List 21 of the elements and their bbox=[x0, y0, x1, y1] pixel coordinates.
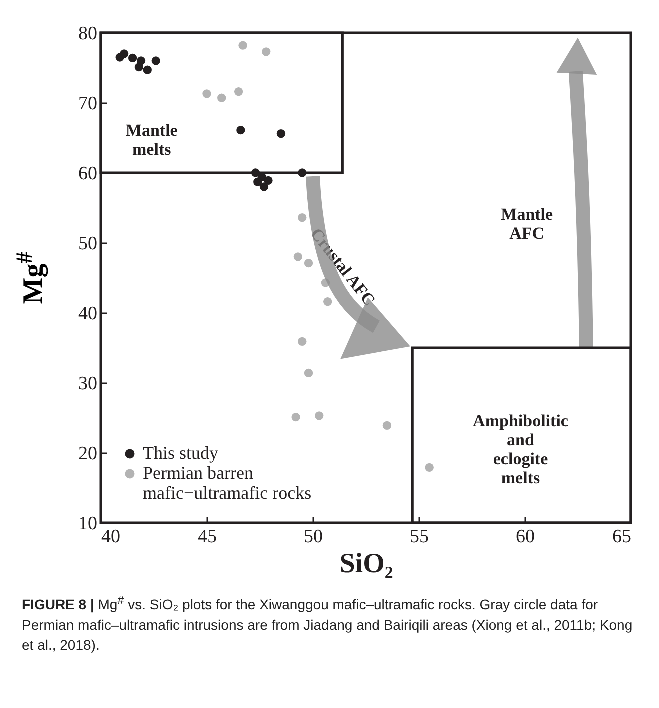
y-tick-label: 50 bbox=[78, 234, 98, 254]
annotation: Mantle AFC bbox=[501, 205, 554, 243]
y-tick-label: 10 bbox=[78, 514, 98, 534]
y-tick-label: 80 bbox=[78, 24, 98, 44]
x-tick-label: 40 bbox=[102, 526, 120, 548]
x-tick-label: 45 bbox=[198, 526, 217, 548]
x-tick-label: 65 bbox=[612, 526, 632, 548]
y-tick-label: 40 bbox=[78, 304, 98, 324]
x-axis-title: SiO₂ bbox=[340, 548, 394, 580]
x-tick-label: 60 bbox=[516, 526, 535, 548]
y-tick-label: 30 bbox=[78, 374, 98, 394]
legend-label: Permian barren mafic−ultramafic rocks bbox=[143, 463, 312, 503]
annotation: Amphibolitic and eclogite melts bbox=[473, 412, 569, 488]
x-tick-label: 50 bbox=[304, 526, 323, 548]
y-tick-label: 60 bbox=[78, 164, 98, 184]
x-tick-label: 55 bbox=[410, 526, 429, 548]
annotation: Mantle melts bbox=[126, 121, 178, 159]
y-tick-label: 20 bbox=[78, 444, 98, 464]
caption: FIGURE 8 | Mg$^{#}$ vs. SiO₂ plots for the Xiwanggou mafic–ultramafic rocks. Gray circle data for Permian mafic–ultramafic intrusions are from Jiadang and Bairiqili areas (Xiong et al., 2011b; Kong et al., 2018). bbox=[22, 580, 643, 656]
legend-label: This study bbox=[143, 443, 219, 463]
y-tick-label: 70 bbox=[78, 94, 98, 114]
